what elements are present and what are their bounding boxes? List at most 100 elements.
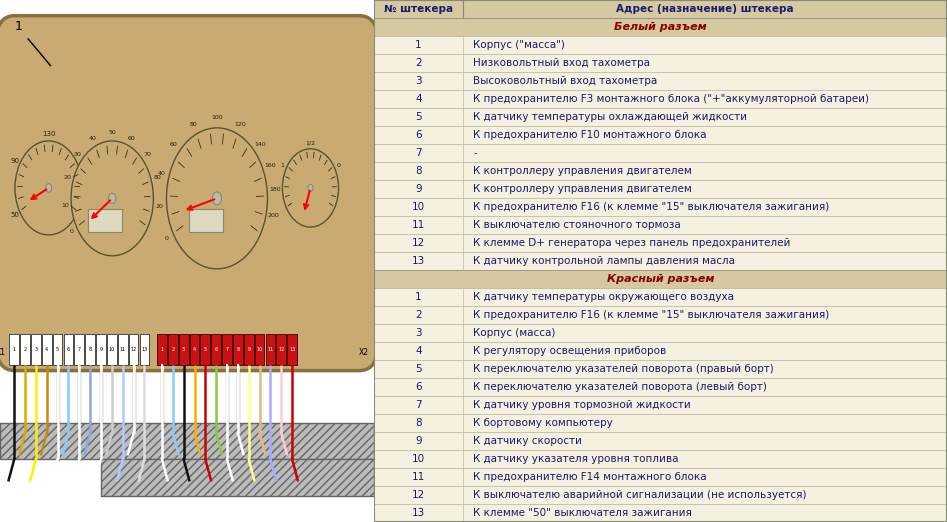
Text: 1: 1	[415, 292, 421, 302]
Bar	[189, 334, 200, 365]
Bar	[374, 306, 947, 324]
Bar	[168, 334, 178, 365]
Bar	[117, 334, 128, 365]
Text: X2: X2	[359, 348, 368, 357]
Text: 8: 8	[415, 166, 421, 176]
Text: № штекера: № штекера	[384, 4, 453, 14]
Text: 8: 8	[415, 418, 421, 428]
Text: К предохранителю F16 (к клемме "15" выключателя зажигания): К предохранителю F16 (к клемме "15" выкл…	[474, 202, 830, 212]
Bar	[287, 334, 297, 365]
Circle shape	[212, 192, 222, 205]
Bar	[129, 334, 138, 365]
Text: 6: 6	[415, 382, 421, 392]
Bar	[85, 334, 95, 365]
Text: 1: 1	[12, 347, 16, 352]
Text: 11: 11	[267, 347, 274, 352]
Text: 12: 12	[131, 347, 136, 352]
Bar	[20, 334, 30, 365]
Bar	[42, 334, 52, 365]
Text: 90: 90	[10, 158, 20, 164]
Text: Красный разъем: Красный разъем	[607, 274, 714, 284]
Text: К переключателю указателей поворота (правый борт): К переключателю указателей поворота (пра…	[474, 364, 774, 374]
Bar	[374, 342, 947, 360]
Bar	[374, 270, 947, 288]
Text: 3: 3	[34, 347, 38, 352]
Text: К клемме D+ генератора через панель предохранителей: К клемме D+ генератора через панель пред…	[474, 238, 791, 248]
Text: 6: 6	[67, 347, 70, 352]
Text: 12: 12	[412, 490, 425, 500]
Bar	[374, 198, 947, 216]
Text: 12: 12	[412, 238, 425, 248]
Text: 3: 3	[415, 328, 421, 338]
Text: 9: 9	[415, 436, 421, 446]
Text: К бортовому компьютеру: К бортовому компьютеру	[474, 418, 613, 428]
Circle shape	[167, 128, 267, 269]
Bar	[374, 288, 947, 306]
Text: К датчику скорости: К датчику скорости	[474, 436, 582, 446]
Text: 10: 10	[412, 202, 425, 212]
Text: 9: 9	[415, 184, 421, 194]
Text: 7: 7	[78, 347, 80, 352]
Text: 6: 6	[215, 347, 218, 352]
Text: 30: 30	[73, 152, 81, 157]
Text: 1/2: 1/2	[306, 140, 315, 146]
Bar	[107, 334, 116, 365]
Text: 2: 2	[171, 347, 174, 352]
Circle shape	[45, 184, 52, 192]
Bar	[374, 108, 947, 126]
Text: 20: 20	[155, 204, 163, 209]
Bar	[374, 486, 947, 504]
Text: 2: 2	[24, 347, 27, 352]
Bar	[374, 180, 947, 198]
Bar	[374, 504, 947, 522]
Text: 8: 8	[237, 347, 240, 352]
Bar	[88, 209, 121, 232]
Text: 13: 13	[412, 256, 425, 266]
Bar	[179, 334, 188, 365]
Bar	[374, 378, 947, 396]
Text: 13: 13	[289, 347, 295, 352]
Text: 1: 1	[280, 163, 284, 168]
Text: К контроллеру управления двигателем: К контроллеру управления двигателем	[474, 166, 692, 176]
Bar	[374, 90, 947, 108]
Text: 11: 11	[412, 472, 425, 482]
Text: 5: 5	[204, 347, 207, 352]
Text: 2: 2	[415, 310, 421, 320]
Text: 11: 11	[119, 347, 126, 352]
Bar	[265, 334, 276, 365]
Text: 7: 7	[415, 148, 421, 158]
Text: Низковольтный вход тахометра: Низковольтный вход тахометра	[474, 58, 651, 68]
Bar	[97, 334, 106, 365]
Text: Корпус (масса): Корпус (масса)	[474, 328, 556, 338]
Bar	[157, 334, 167, 365]
Text: К предохранителю F14 монтажного блока: К предохранителю F14 монтажного блока	[474, 472, 706, 482]
Text: Адрес (назначение) штекера: Адрес (назначение) штекера	[616, 4, 794, 14]
Text: 8: 8	[89, 347, 92, 352]
Text: Белый разъем: Белый разъем	[615, 22, 706, 32]
Text: К выключателю стояночного тормоза: К выключателю стояночного тормоза	[474, 220, 681, 230]
Text: 9: 9	[247, 347, 250, 352]
Text: К выключателю аварийной сигнализации (не используется): К выключателю аварийной сигнализации (не…	[474, 490, 807, 500]
Text: 10: 10	[257, 347, 262, 352]
Bar	[374, 396, 947, 414]
Text: 180: 180	[269, 187, 280, 193]
Text: 12: 12	[278, 347, 284, 352]
Text: К датчику температуры окружающего воздуха: К датчику температуры окружающего воздух…	[474, 292, 734, 302]
Text: 80: 80	[189, 122, 197, 127]
Text: К датчику контрольной лампы давления масла: К датчику контрольной лампы давления мас…	[474, 256, 735, 266]
Bar	[374, 36, 947, 54]
Bar	[188, 209, 223, 232]
Text: 70: 70	[143, 152, 152, 157]
Text: 80: 80	[153, 175, 161, 181]
Text: Высоковольтный вход тахометра: Высоковольтный вход тахометра	[474, 76, 657, 86]
Text: К контроллеру управления двигателем: К контроллеру управления двигателем	[474, 184, 692, 194]
Bar	[374, 468, 947, 486]
Circle shape	[308, 184, 313, 192]
FancyBboxPatch shape	[0, 16, 378, 371]
Text: К клемме "50" выключателя зажигания: К клемме "50" выключателя зажигания	[474, 508, 692, 518]
Text: 4: 4	[45, 347, 48, 352]
Text: 0: 0	[165, 236, 169, 241]
Bar	[374, 0, 947, 18]
Bar	[101, 459, 374, 496]
Text: 100: 100	[211, 115, 223, 120]
